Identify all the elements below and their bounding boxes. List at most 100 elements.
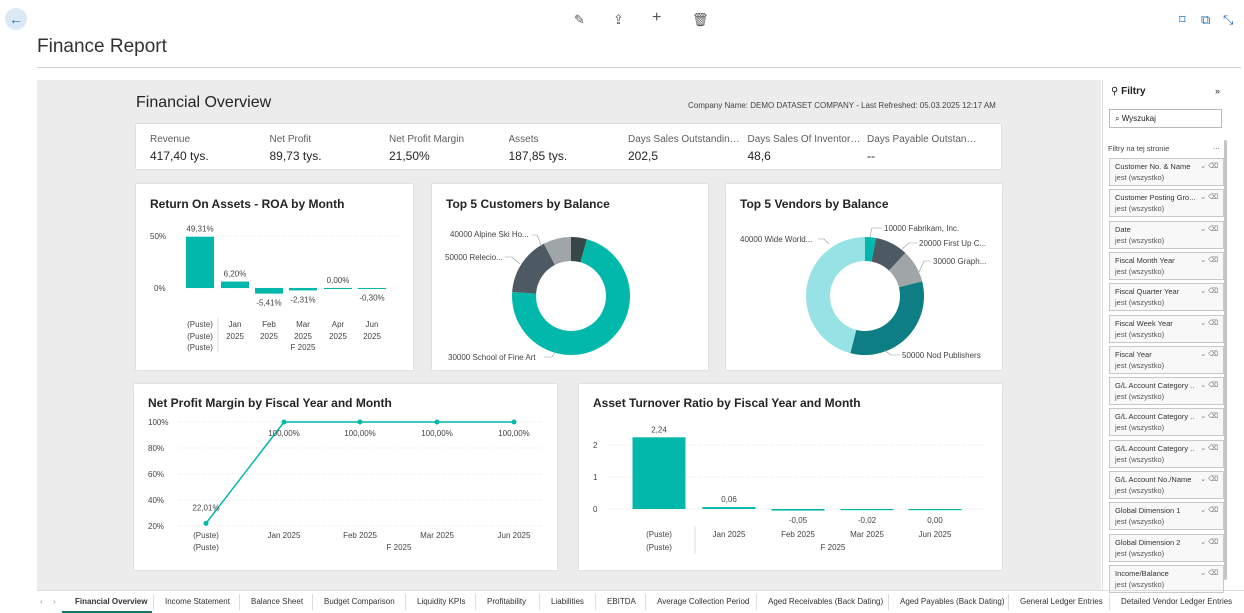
filter-name: Fiscal Year [1115,349,1152,359]
x-tick-label: Jun [366,320,379,329]
scroll-right-icon[interactable]: › [53,597,56,606]
tab-page[interactable]: Budget Comparison [324,597,395,606]
donut-slice [806,237,865,354]
filter-item[interactable]: Fiscal Year jest (wszystko) ⌄ ⌫ [1109,345,1224,374]
filter-item[interactable]: Fiscal Week Year jest (wszystko) ⌄ ⌫ [1109,314,1224,343]
filters-section-label: Filtry na tej stronie [1108,144,1170,153]
more-icon[interactable]: ... [1213,142,1220,151]
donut-slice [888,252,923,288]
chevron-down-icon[interactable]: ⌄ ⌫ [1200,476,1218,483]
chevron-down-icon[interactable]: ⌄ ⌫ [1200,444,1218,452]
filter-item[interactable]: G/L Account Category ... jest (wszystko) ⌄… [1109,439,1224,468]
tab-page[interactable]: Aged Payables (Back Dating) [900,597,1005,606]
filter-item[interactable]: G/L Account Category ... jest (wszystko) ⌄… [1109,377,1224,406]
tab-page[interactable]: Financial Overview [75,597,148,606]
leader-line [918,260,931,273]
tab-page[interactable]: Liabilities [551,597,584,606]
delete-icon[interactable]: 🗑 [692,12,709,27]
x-tick-label: (Puste) [646,530,672,539]
filter-item[interactable]: G/L Account No./Name jest (wszystko) ⌄ ⌫ [1109,471,1224,499]
share-icon[interactable]: ⇪ [613,12,624,27]
data-label: -0,30% [359,293,384,302]
npm-chart-card: Net Profit Margin by Fiscal Year and Mon… [134,384,557,570]
slice-label: 10000 Fabrikam, Inc. [884,224,959,233]
x-tick-label: 2025 [226,332,244,341]
tab-page[interactable]: Detailed Vendor Ledger Entries [1121,597,1233,606]
new-icon[interactable]: + [652,9,662,26]
chevron-down-icon[interactable]: ⌄ ⌫ [1200,319,1218,327]
filter-item[interactable]: Customer Posting Gro... jest (wszystko) ⌄ … [1109,189,1224,218]
tab-page[interactable]: Profitability [487,597,527,606]
tab-separator [312,594,313,610]
data-label: 100,00% [498,429,530,438]
chevron-down-icon[interactable]: ⌄ ⌫ [1200,382,1218,390]
tab-page[interactable]: Balance Sheet [251,597,304,606]
filter-search-input[interactable]: ⌕ Wyszukaj [1109,109,1222,128]
chevron-down-icon[interactable]: ⌄ ⌫ [1200,569,1218,577]
customers-chart-card: Top 5 Customers by Balance 40000 Alpine … [432,184,708,370]
collapse-icon[interactable]: ⤡ [1223,12,1234,27]
back-button[interactable]: ← [5,8,27,30]
tab-separator [756,594,757,610]
x-tick-label: (Puste) [193,531,219,540]
chevron-down-icon[interactable]: ⌄ ⌫ [1200,225,1218,233]
chevron-down-icon[interactable]: ⌄ ⌫ [1200,350,1218,358]
data-label: -2,31% [290,295,315,304]
roa-chart-card: Return On Assets - ROA by Month 50% 0% 49,… [136,184,413,370]
tab-page[interactable]: General Ledger Entries [1020,597,1103,606]
chevron-down-icon[interactable]: ⌄ ⌫ [1200,507,1218,515]
chevron-down-icon[interactable]: ⌄ ⌫ [1200,288,1218,296]
filter-item[interactable]: Date jest (wszystko) ⌄ ⌫ [1109,220,1224,249]
tab-page[interactable]: Liquidity KPIs [417,597,466,606]
chevron-down-icon[interactable]: ⌄ ⌫ [1200,413,1218,421]
filter-value: jest (wszystko) [1115,454,1165,464]
data-point [511,419,517,425]
tab-page[interactable]: EBITDA [607,597,636,606]
tab-separator [1008,594,1009,610]
filter-value: jest (wszystko) [1115,298,1165,308]
leader-line [505,256,521,265]
filter-item[interactable]: Customer No. & Name jest (wszystko) ⌄ ⌫ [1109,158,1224,186]
filter-name: Fiscal Week Year [1115,318,1173,328]
scroll-left-icon[interactable]: ‹ [40,597,43,606]
data-point [434,419,440,425]
x-tick-label: (Puste) [187,332,213,341]
collapse-pane-icon[interactable]: » [1215,86,1221,96]
kpi-value: -- [867,149,875,163]
filter-value: jest (wszystko) [1115,204,1165,214]
filter-item[interactable]: Income/Balance jest (wszystko) ⌄ ⌫ [1109,564,1224,593]
open-new-window-icon[interactable]: ⧉ [1201,12,1211,27]
filter-item[interactable]: Fiscal Quarter Year jest (wszystko) ⌄ ⌫ [1109,283,1224,312]
donut-slice [865,237,877,262]
filter-name: Global Dimension 1 [1115,506,1181,516]
filter-value: jest (wszystko) [1115,392,1165,402]
vendors-donut-chart: 10000 Fabrikam, Inc. 20000 First Up C... 3… [740,224,986,360]
tab-separator [595,594,596,610]
tab-page[interactable]: Average Collection Period [657,597,750,606]
chevron-down-icon[interactable]: ⌄ ⌫ [1200,163,1218,170]
edit-icon[interactable]: ✎ [574,12,585,27]
chevron-down-icon[interactable]: ⌄ ⌫ [1200,538,1218,546]
filter-name: G/L Account Category ... [1115,443,1195,453]
chevron-down-icon[interactable]: ⌄ ⌫ [1200,194,1218,202]
y-tick-label: 60% [148,470,164,479]
x-tick-label: Feb 2025 [781,530,815,539]
chart-title: Return On Assets - ROA by Month [150,197,345,211]
filter-item[interactable]: Fiscal Month Year jest (wszystko) ⌄ ⌫ [1109,251,1224,280]
filter-item[interactable]: G/L Account Category ... jest (wszystko) ⌄… [1109,408,1224,437]
tab-page[interactable]: Aged Receivables (Back Dating) [768,597,884,606]
filter-item[interactable]: Global Dimension 1 jest (wszystko) ⌄ ⌫ [1109,502,1224,531]
filter-value: jest (wszystko) [1115,517,1165,527]
scrollbar[interactable] [1224,140,1227,580]
x-tick-label: (Puste) [187,320,213,329]
leader-line [901,242,917,250]
chevron-down-icon[interactable]: ⌄ ⌫ [1200,256,1218,264]
tab-separator [239,594,240,610]
bookmark-icon[interactable]: ⌑ [1179,12,1186,27]
tab-page[interactable]: Income Statement [165,597,230,606]
tab-separator [645,594,646,610]
leader-line [883,349,900,356]
filter-value: jest (wszystko) [1115,579,1165,589]
bar [255,288,283,294]
filter-item[interactable]: Global Dimension 2 jest (wszystko) ⌄ ⌫ [1109,533,1224,562]
